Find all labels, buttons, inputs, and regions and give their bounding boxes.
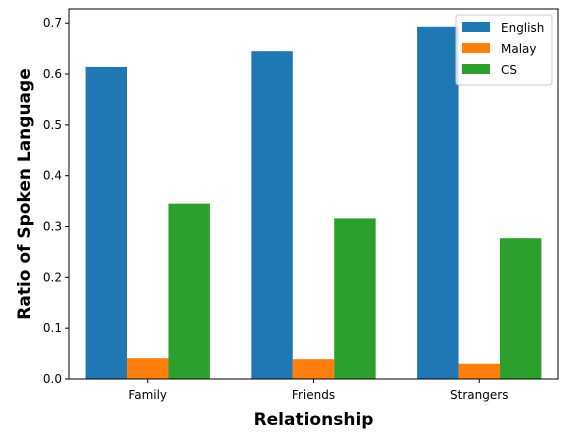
y-tick-label: 0.0 — [43, 372, 62, 386]
bar-cs-strangers — [499, 238, 542, 379]
bar-english-strangers — [417, 26, 459, 380]
y-tick-label: 0.1 — [43, 321, 62, 335]
legend-swatch-cs — [462, 64, 490, 74]
ticks-layer: 0.0 0.1 0.2 0.3 0.4 0.5 0.6 0.7 Family Friends Str… — [43, 16, 509, 402]
x-tick-label: Friends — [292, 388, 335, 402]
legend: English Malay CS — [455, 14, 553, 86]
bars-layer — [85, 26, 542, 380]
y-tick-label: 0.5 — [43, 118, 62, 132]
x-axis-title: Relationship — [254, 410, 374, 430]
legend-swatch-malay — [462, 43, 490, 53]
bar-malay-family — [127, 358, 169, 379]
legend-swatch-english — [462, 22, 490, 32]
y-tick-label: 0.7 — [43, 16, 62, 30]
bar-cs-friends — [334, 218, 376, 379]
bar-malay-friends — [292, 359, 335, 379]
bar-malay-strangers — [458, 363, 500, 379]
legend-label-english: English — [501, 21, 544, 35]
legend-label-cs: CS — [501, 63, 517, 77]
bar-cs-family — [168, 203, 210, 379]
bar-english-family — [85, 66, 128, 379]
x-tick-label: Strangers — [450, 388, 508, 402]
bar-english-friends — [251, 51, 293, 379]
y-tick-label: 0.6 — [43, 67, 62, 81]
x-tick-label: Family — [128, 388, 167, 402]
y-axis-title: Ratio of Spoken Language — [15, 68, 35, 319]
y-tick-label: 0.2 — [43, 270, 62, 284]
legend-label-malay: Malay — [501, 42, 537, 56]
y-tick-label: 0.3 — [43, 220, 62, 234]
plot-frame — [68, 8, 559, 380]
y-tick-label: 0.4 — [43, 169, 62, 183]
